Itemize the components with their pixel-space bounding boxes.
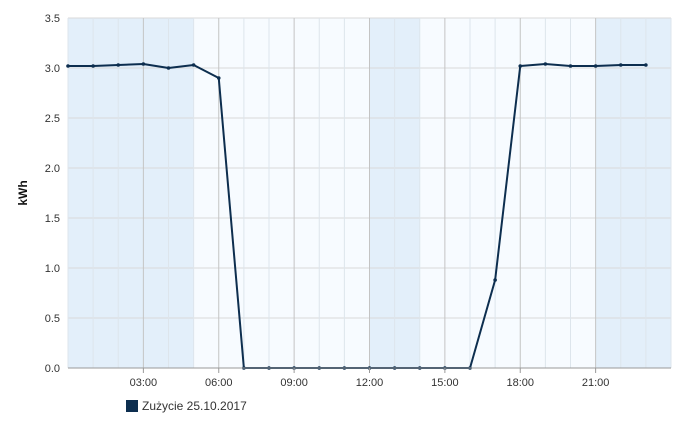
shaded-band xyxy=(595,18,671,368)
y-tick-label: 2.5 xyxy=(45,113,60,125)
y-tick-label: 2.0 xyxy=(45,163,60,175)
data-point[interactable] xyxy=(568,64,573,68)
y-tick-label: 3.0 xyxy=(45,63,60,75)
y-tick-label: 0.5 xyxy=(45,313,60,325)
data-point[interactable] xyxy=(116,63,121,67)
y-tick-label: 3.5 xyxy=(45,13,60,25)
x-tick-label: 12:00 xyxy=(356,377,384,389)
x-tick-label: 18:00 xyxy=(506,377,534,389)
data-point[interactable] xyxy=(543,62,548,66)
data-point[interactable] xyxy=(644,63,648,67)
data-point[interactable] xyxy=(618,63,623,67)
legend[interactable]: Zużycie 25.10.2017 xyxy=(126,399,247,413)
y-tick-label: 1.0 xyxy=(45,263,60,275)
x-tick-label: 09:00 xyxy=(280,377,308,389)
x-tick-label: 03:00 xyxy=(130,377,158,389)
data-point[interactable] xyxy=(518,64,523,68)
data-point[interactable] xyxy=(191,63,196,67)
data-point[interactable] xyxy=(216,76,221,80)
data-point[interactable] xyxy=(493,278,497,282)
legend-label: Zużycie 25.10.2017 xyxy=(142,399,247,413)
shaded-bands xyxy=(68,18,671,368)
data-point[interactable] xyxy=(141,62,146,66)
y-axis-ticks: 0.0 0.5 1.0 1.5 2.0 2.5 3.0 3.5 xyxy=(45,13,60,375)
y-axis-title: kWh xyxy=(16,180,30,205)
data-point[interactable] xyxy=(66,64,70,68)
x-tick-label: 06:00 xyxy=(205,377,233,389)
data-point[interactable] xyxy=(91,64,95,68)
data-point[interactable] xyxy=(593,64,598,68)
x-tick-label: 15:00 xyxy=(431,377,459,389)
x-tick-label: 21:00 xyxy=(582,377,610,389)
data-point[interactable] xyxy=(166,66,171,70)
legend-swatch xyxy=(126,400,138,412)
shaded-band xyxy=(68,18,194,368)
y-tick-label: 0.0 xyxy=(45,363,60,375)
x-axis-ticks: 03:00 06:00 09:00 12:00 15:00 18:00 21:00 xyxy=(130,368,610,389)
y-tick-label: 1.5 xyxy=(45,213,60,225)
